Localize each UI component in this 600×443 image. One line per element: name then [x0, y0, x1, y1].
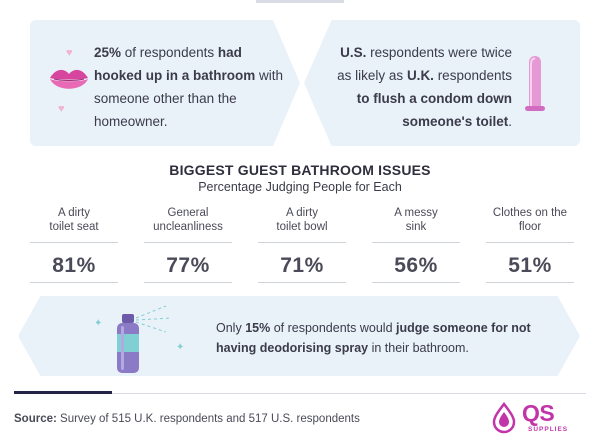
issue-underline — [144, 282, 232, 283]
stat-condom-text: U.S. respondents were twice as likely as… — [337, 45, 512, 129]
condom-icon — [525, 56, 545, 111]
issue-item-dirty-toilet-seat: A dirty toilet seat 81% — [30, 206, 118, 283]
heart-icon: ♥ — [58, 103, 65, 115]
logo-text: QS — [522, 400, 555, 426]
issue-label: General uncleanliness — [153, 207, 223, 233]
issue-label: A messy sink — [394, 207, 438, 233]
issue-label: A dirty toilet bowl — [276, 207, 328, 233]
issue-value: 81% — [52, 254, 96, 277]
issue-value: 56% — [394, 254, 438, 277]
heart-icon: ♥ — [66, 47, 73, 59]
svg-text:✦: ✦ — [96, 318, 102, 329]
issue-item-clothes-on-floor: Clothes on the floor 51% — [486, 206, 574, 283]
issue-label: Clothes on the floor — [492, 207, 568, 233]
footer-divider — [14, 393, 586, 394]
issue-item-uncleanliness: General uncleanliness 77% — [144, 206, 232, 283]
stat-hookup-text: 25% of respondents had hooked up in a ba… — [94, 45, 284, 129]
qs-supplies-logo-icon — [492, 401, 516, 434]
issue-value: 77% — [166, 254, 210, 277]
deodorising-spray-banner — [18, 296, 580, 376]
issue-underline — [372, 282, 460, 283]
issue-underline — [258, 282, 346, 283]
svg-text:✦: ✦ — [176, 342, 184, 353]
source-note: Source: Survey of 515 U.K. respondents a… — [14, 413, 360, 425]
issue-item-messy-sink: A messy sink 56% — [372, 206, 460, 283]
issue-divider — [258, 242, 346, 243]
lips-icon — [50, 69, 88, 89]
issue-divider — [486, 242, 574, 243]
issue-value: 51% — [508, 254, 552, 277]
issue-divider — [144, 242, 232, 243]
top-divider — [256, 0, 344, 3]
issues-subtitle: Percentage Judging People for Each — [198, 180, 402, 194]
issue-value: 71% — [280, 254, 324, 277]
logo-subtext: SUPPLIES — [528, 426, 569, 433]
issues-list: A dirty toilet seat 81% General uncleanlin… — [30, 206, 574, 283]
issue-divider — [30, 242, 118, 243]
issue-label: A dirty toilet seat — [49, 207, 99, 233]
spray-can-icon: ✦ ✦ — [96, 305, 184, 373]
issues-title: BIGGEST GUEST BATHROOM ISSUES — [169, 162, 431, 178]
deodorising-spray-text: Only 15% of respondents would judge some… — [216, 321, 531, 355]
issue-divider — [372, 242, 460, 243]
footer-accent-bar — [14, 391, 112, 394]
issue-underline — [486, 282, 574, 283]
issue-item-dirty-toilet-bowl: A dirty toilet bowl 71% — [258, 206, 346, 283]
issue-underline — [30, 282, 118, 283]
